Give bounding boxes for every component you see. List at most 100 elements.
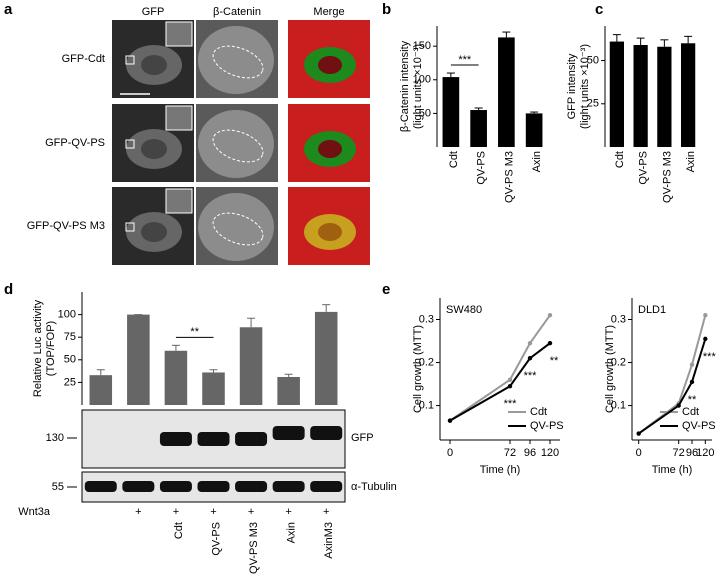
y-axis-label: (light units ×10⁻³) bbox=[412, 44, 424, 129]
x-tick-label: 0 bbox=[447, 447, 453, 459]
row-label: GFP-QV-PS bbox=[45, 137, 105, 149]
treatment-mark: + bbox=[285, 506, 291, 518]
roi bbox=[125, 139, 135, 149]
marker-label: 130 bbox=[46, 432, 64, 444]
x-tick-label: 120 bbox=[696, 447, 714, 459]
legend-label: QV-PS bbox=[682, 420, 716, 432]
bar bbox=[277, 376, 300, 405]
x-tick-label: 72 bbox=[673, 447, 685, 459]
bar bbox=[202, 372, 225, 405]
y-tick-label: 0.3 bbox=[611, 313, 626, 325]
x-tick-label: QV-PS bbox=[210, 522, 222, 556]
point bbox=[636, 431, 641, 436]
bar bbox=[525, 113, 543, 147]
band bbox=[272, 426, 305, 440]
y-axis-label: β-Catenin intensity bbox=[399, 40, 411, 132]
chart-title: SW480 bbox=[446, 304, 482, 316]
bar bbox=[470, 110, 487, 147]
treatment-mark: + bbox=[173, 506, 179, 518]
bar bbox=[314, 311, 338, 405]
marker-label: 55 bbox=[52, 481, 64, 493]
series-line bbox=[449, 342, 551, 422]
treatment-mark: + bbox=[135, 506, 141, 518]
significance: *** bbox=[524, 370, 538, 382]
x-tick-label: QV-PS bbox=[638, 151, 650, 185]
panel-label: d bbox=[4, 281, 13, 298]
y-tick-label: 0.1 bbox=[611, 399, 626, 411]
point bbox=[676, 403, 681, 408]
y-axis-label: GFP intensity bbox=[566, 53, 578, 119]
bar bbox=[127, 314, 150, 405]
bar bbox=[633, 45, 648, 148]
x-tick-label: 96 bbox=[524, 447, 536, 459]
bar bbox=[239, 327, 263, 405]
point bbox=[689, 379, 695, 385]
bar bbox=[609, 41, 624, 147]
band bbox=[122, 481, 155, 492]
y-tick-label: 100 bbox=[413, 74, 431, 86]
column-header: β-Catenin bbox=[213, 6, 261, 18]
y-tick-label: 0.2 bbox=[419, 356, 434, 368]
bar bbox=[498, 37, 515, 147]
y-tick-label: 25 bbox=[587, 98, 599, 110]
band bbox=[197, 432, 230, 446]
x-tick-label: Axin bbox=[531, 151, 543, 172]
outline bbox=[212, 129, 264, 163]
outline bbox=[212, 45, 264, 79]
panel-label: c bbox=[595, 1, 603, 18]
x-tick-label: QV-PS M3 bbox=[661, 151, 673, 203]
significance: ** bbox=[550, 355, 559, 367]
y-axis-label: (TOP/FOP) bbox=[45, 321, 57, 376]
band bbox=[84, 481, 117, 492]
x-tick-label: Axin bbox=[685, 151, 697, 172]
blot-label: α-Tubulin bbox=[351, 481, 397, 493]
inset bbox=[165, 21, 193, 47]
nucleus bbox=[141, 222, 167, 242]
cell bbox=[198, 110, 274, 178]
point bbox=[689, 362, 695, 367]
band bbox=[272, 481, 305, 492]
column-header: Merge bbox=[313, 6, 344, 18]
y-axis-label: Relative Luc activity bbox=[32, 299, 44, 397]
y-tick-label: 75 bbox=[64, 331, 76, 343]
roi bbox=[125, 222, 135, 232]
treatment-mark: + bbox=[323, 506, 329, 518]
band bbox=[235, 432, 268, 446]
y-axis-label: Cell growth (MTT) bbox=[412, 325, 424, 413]
point bbox=[447, 418, 453, 423]
x-tick-label: Cdt bbox=[173, 522, 185, 539]
point bbox=[547, 313, 553, 318]
point bbox=[507, 384, 513, 389]
point bbox=[527, 340, 533, 346]
row-label: GFP-Cdt bbox=[62, 53, 105, 65]
nucleus bbox=[318, 140, 342, 158]
bar bbox=[442, 77, 460, 147]
bar bbox=[164, 350, 188, 405]
inset bbox=[165, 105, 193, 131]
band bbox=[310, 426, 343, 440]
y-tick-label: 0.1 bbox=[419, 399, 434, 411]
roi bbox=[125, 55, 135, 65]
y-tick-label: 0.2 bbox=[611, 356, 626, 368]
significance: *** bbox=[458, 54, 472, 66]
band bbox=[197, 481, 230, 492]
blot-label: GFP bbox=[351, 432, 374, 444]
x-tick-label: Cdt bbox=[448, 151, 460, 168]
legend-label: QV-PS bbox=[530, 420, 564, 432]
nucleus bbox=[318, 223, 342, 241]
band bbox=[159, 481, 192, 492]
x-tick-label: Cdt bbox=[614, 151, 626, 168]
y-tick-label: 100 bbox=[58, 309, 76, 321]
treatment-mark: + bbox=[210, 506, 216, 518]
x-tick-label: 96 bbox=[686, 447, 698, 459]
x-tick-label: 120 bbox=[541, 447, 559, 459]
significance: *** bbox=[504, 398, 518, 410]
column-header: GFP bbox=[142, 6, 165, 18]
y-tick-label: 25 bbox=[64, 376, 76, 388]
significance: ** bbox=[190, 326, 199, 338]
cell bbox=[198, 193, 274, 261]
y-tick-label: 50 bbox=[419, 107, 431, 119]
point bbox=[507, 377, 513, 382]
significance: *** bbox=[703, 351, 717, 363]
y-tick-label: 0.3 bbox=[419, 313, 434, 325]
